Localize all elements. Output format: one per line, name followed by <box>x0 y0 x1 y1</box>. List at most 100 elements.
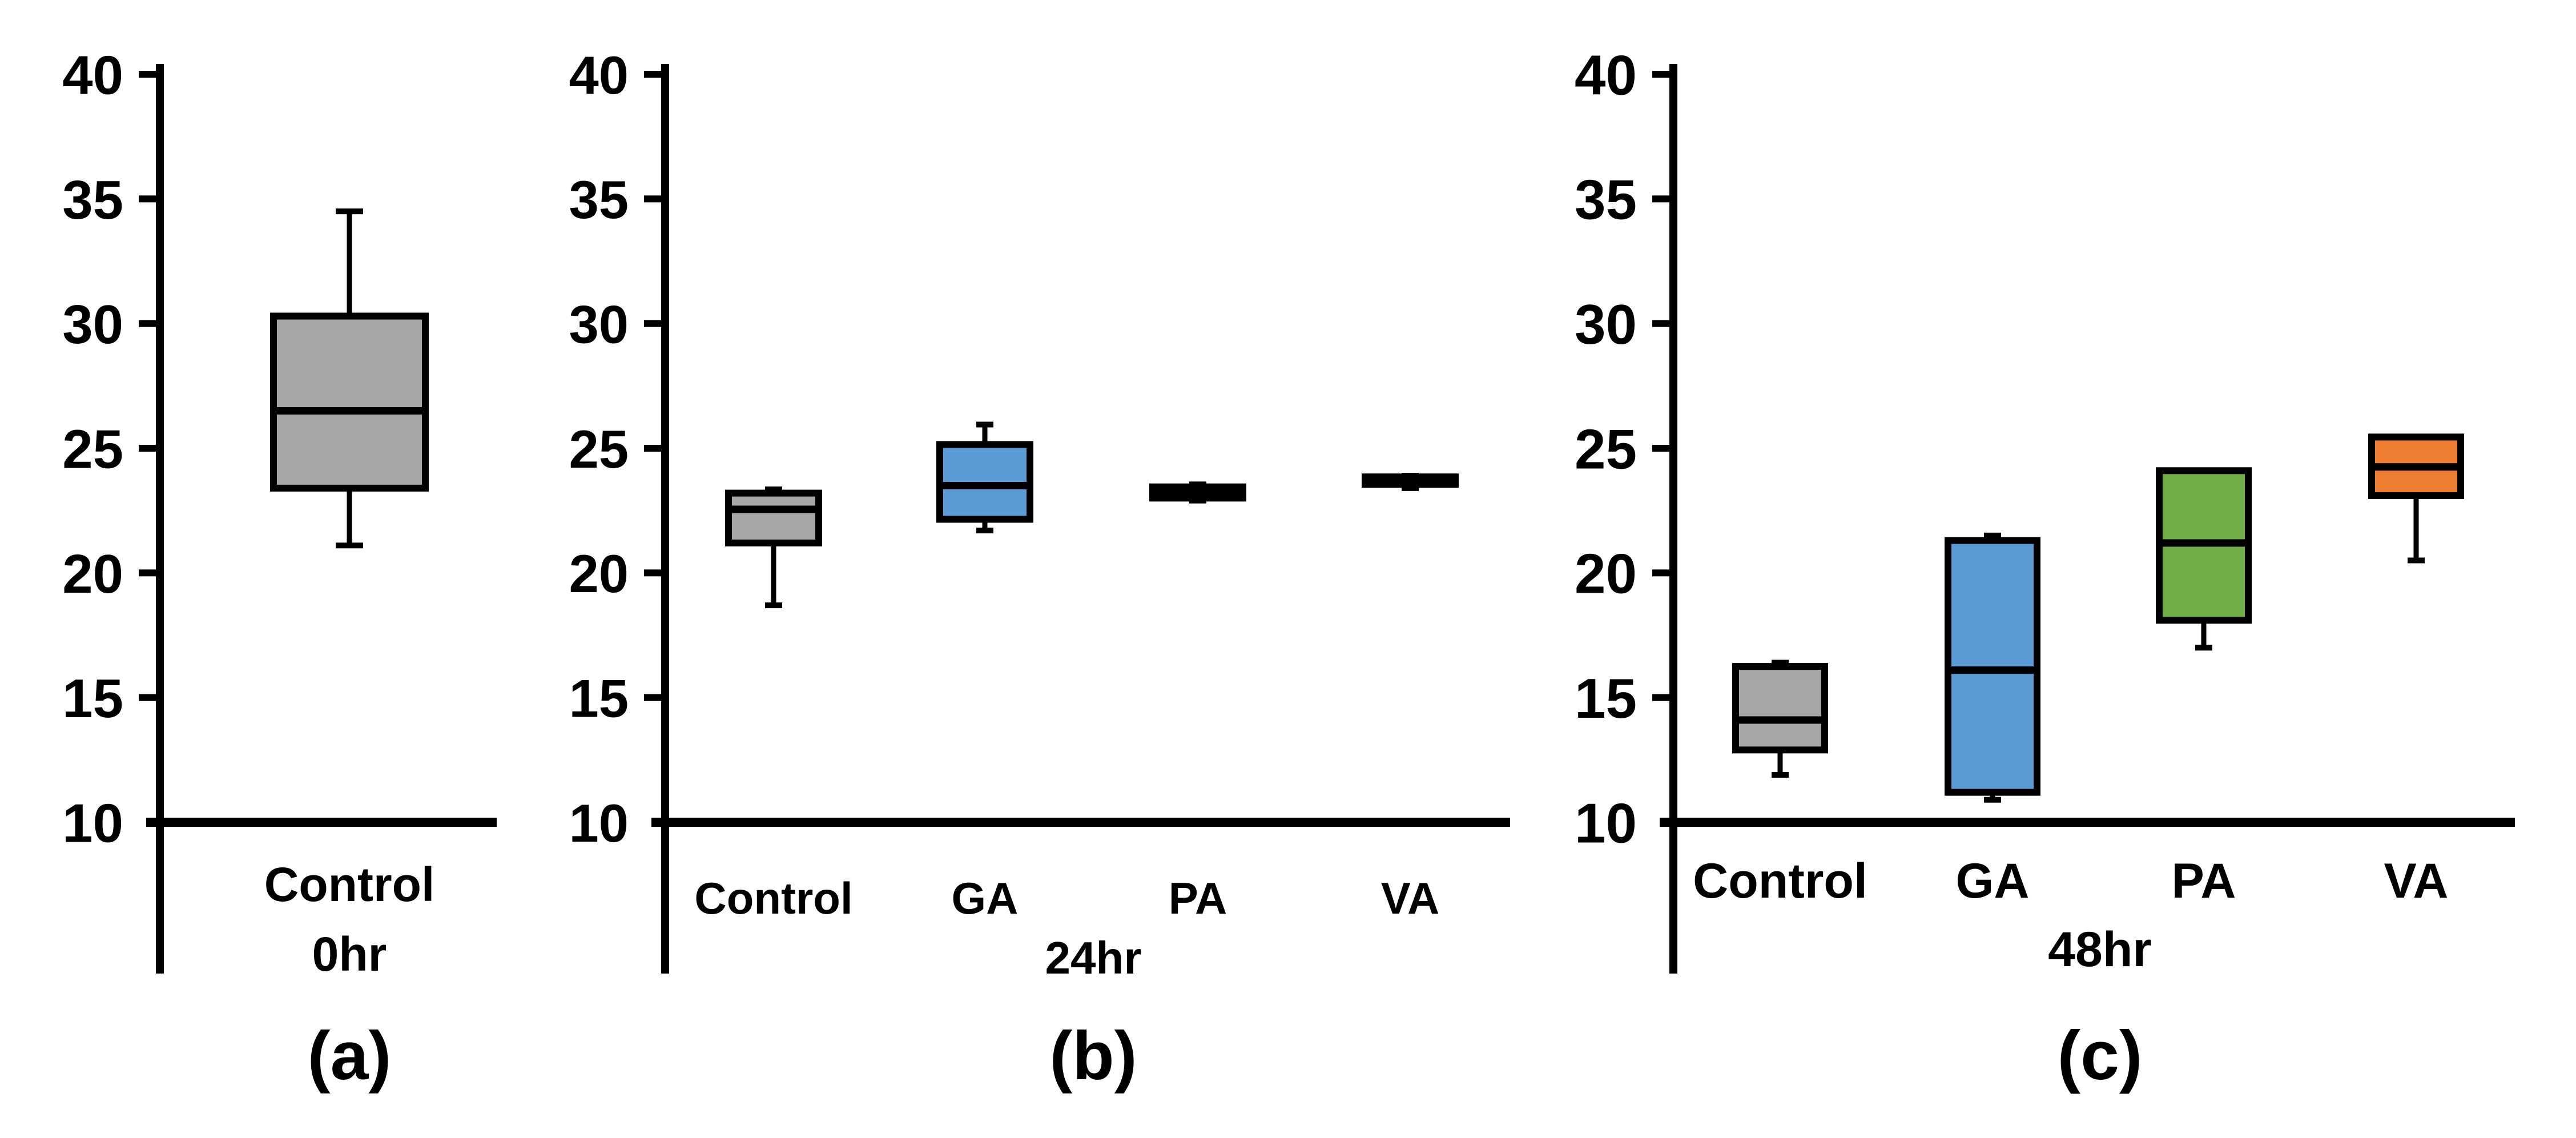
lower-whisker-line <box>1990 792 1995 800</box>
y-tick-label-40: 40 <box>569 45 629 105</box>
panel-caption-c: (c) <box>2057 1016 2142 1094</box>
y-tick-label-10: 10 <box>1575 791 1637 854</box>
y-tick-label-25: 25 <box>62 419 123 480</box>
y-tick-label-10: 10 <box>569 793 629 853</box>
lower-whisker-line <box>771 542 776 606</box>
x-axis-line <box>146 818 497 827</box>
upper-whisker-cap <box>336 208 363 215</box>
upper-whisker-cap <box>1772 660 1789 666</box>
y-tick-label-30: 30 <box>62 294 123 355</box>
y-tick-label-10: 10 <box>62 793 123 854</box>
y-tick-35 <box>644 195 665 203</box>
box-control-0hr <box>270 208 429 549</box>
lower-whisker-cap <box>2408 557 2425 564</box>
box-body <box>270 312 429 492</box>
box-body <box>725 489 822 546</box>
y-tick-20 <box>139 569 160 577</box>
category-label-pa: PA <box>2171 854 2236 908</box>
box-ga-24hr <box>936 421 1033 534</box>
category-label-control: Control <box>1693 854 1867 908</box>
median-line <box>728 505 819 513</box>
upper-whisker-cap <box>1984 532 2001 538</box>
y-tick-40 <box>1652 71 1673 78</box>
y-tick-label-35: 35 <box>62 170 123 231</box>
x-axis-line <box>651 818 1510 827</box>
y-tick-label-30: 30 <box>569 295 629 355</box>
median-line <box>1736 716 1825 724</box>
median-line <box>2159 539 2248 547</box>
y-tick-35 <box>1652 195 1673 203</box>
upper-whisker-line <box>982 424 988 445</box>
box-body <box>936 441 1033 523</box>
lower-whisker-cap <box>1772 772 1789 778</box>
lower-whisker-line <box>2413 495 2419 561</box>
lower-whisker-cap <box>1984 797 2001 803</box>
panel-c: 10 15 20 25 30 35 40 Control GA PA VA 48hr (c) <box>1575 43 2515 1094</box>
y-tick-label-40: 40 <box>1575 43 1637 106</box>
x-axis-line <box>1660 818 2515 827</box>
y-tick-label-25: 25 <box>1575 417 1637 480</box>
panel-b: 10 15 20 25 30 35 40 Control GA PA VA 24hr (b) <box>569 45 1510 1094</box>
upper-whisker-line <box>347 211 352 316</box>
y-axis-line <box>156 64 164 974</box>
y-tick-label-20: 20 <box>62 544 123 605</box>
median-line <box>1365 477 1455 485</box>
category-label-ga: GA <box>952 873 1019 923</box>
group-label-48hr: 48hr <box>2048 922 2152 977</box>
category-label-control: Control <box>694 873 852 923</box>
category-label-control: Control <box>264 858 435 911</box>
y-tick-label-15: 15 <box>62 668 123 729</box>
group-label-24hr: 24hr <box>1045 932 1142 983</box>
y-tick-40 <box>139 71 160 78</box>
y-tick-label-15: 15 <box>569 669 629 729</box>
y-tick-label-25: 25 <box>569 419 629 479</box>
box-va-24hr <box>1362 473 1459 491</box>
y-tick-20 <box>644 569 665 577</box>
lower-whisker-line <box>1777 750 1783 775</box>
y-tick-label-30: 30 <box>1575 293 1637 356</box>
y-tick-40 <box>644 71 665 78</box>
median-line <box>273 407 425 415</box>
y-tick-30 <box>139 320 160 327</box>
category-label-va: VA <box>1381 873 1440 923</box>
median-line <box>2372 463 2461 471</box>
y-tick-20 <box>1652 569 1673 577</box>
y-tick-30 <box>644 320 665 327</box>
y-tick-15 <box>644 694 665 701</box>
lower-whisker-line <box>2201 620 2207 648</box>
category-label-ga: GA <box>1956 854 2030 908</box>
y-axis-line <box>1669 64 1677 974</box>
box-control-48hr <box>1732 660 1828 778</box>
panel-caption-a: (a) <box>308 1018 392 1094</box>
box-body <box>1945 537 2040 796</box>
y-tick-35 <box>139 195 160 203</box>
box-body <box>1732 663 1828 754</box>
y-tick-label-35: 35 <box>569 170 629 230</box>
panel-caption-b: (b) <box>1049 1018 1137 1094</box>
median-line <box>1153 489 1243 497</box>
lower-whisker-cap <box>1402 485 1419 491</box>
y-tick-30 <box>1652 320 1673 327</box>
lower-whisker-line <box>982 519 988 531</box>
lower-whisker-cap <box>2195 645 2212 651</box>
upper-whisker-cap <box>976 421 993 428</box>
y-tick-25 <box>644 445 665 452</box>
box-ga-48hr <box>1945 532 2040 803</box>
upper-whisker-cap <box>765 486 782 493</box>
box-pa-48hr <box>2156 467 2252 651</box>
y-tick-label-20: 20 <box>1575 542 1637 605</box>
y-tick-15 <box>139 694 160 701</box>
box-va-48hr <box>2368 433 2464 564</box>
median-line <box>1948 666 2037 674</box>
panel-a: 10 15 20 25 30 35 40 Control 0hr (a) <box>62 45 497 1094</box>
box-pa-24hr <box>1149 481 1246 504</box>
median-line <box>940 482 1030 489</box>
lower-whisker-cap <box>765 602 782 609</box>
y-tick-label-35: 35 <box>1575 168 1637 231</box>
y-tick-label-20: 20 <box>569 544 629 604</box>
y-tick-label-40: 40 <box>62 45 123 106</box>
y-tick-label-15: 15 <box>1575 667 1637 730</box>
box-control-24hr <box>725 486 822 609</box>
y-tick-25 <box>1652 445 1673 452</box>
